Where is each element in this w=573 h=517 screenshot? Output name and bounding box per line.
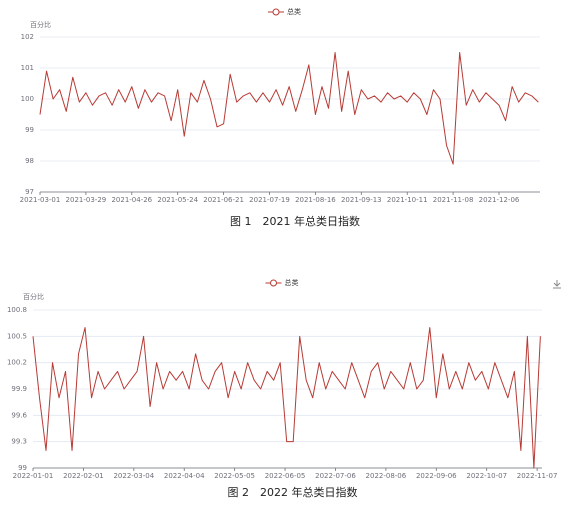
- series-line: [32, 327, 541, 469]
- y-tick-label: 100.5: [7, 332, 27, 340]
- x-tick-label: 2021-06-21: [203, 196, 244, 204]
- legend-marker: [270, 279, 277, 287]
- x-tick-label: 2021-10-11: [387, 196, 428, 204]
- y-tick-label: 99.9: [11, 385, 27, 393]
- y-axis-name: 百分比: [30, 20, 51, 29]
- x-tick-label: 2021-08-16: [295, 196, 336, 204]
- y-tick-label: 102: [21, 33, 34, 41]
- x-tick-label: 2022-11-07: [517, 472, 558, 480]
- x-tick-label: 2021-11-08: [433, 196, 474, 204]
- x-tick-label: 2021-07-19: [249, 196, 290, 204]
- x-tick-label: 2022-07-06: [315, 472, 356, 480]
- x-tick-label: 2022-03-04: [113, 472, 154, 480]
- caption: 图 2 2022 年总类日指数: [228, 485, 358, 499]
- x-tick-label: 2021-12-06: [479, 196, 520, 204]
- x-tick-label: 2021-03-01: [20, 196, 61, 204]
- download-glyph: [553, 280, 561, 289]
- y-tick-label: 101: [21, 64, 34, 72]
- y-tick-label: 99.6: [11, 411, 27, 419]
- y-tick-label: 99.3: [11, 438, 27, 446]
- y-axis-name: 百分比: [23, 292, 44, 301]
- x-tick-label: 2022-06-05: [265, 472, 306, 480]
- x-tick-label: 2022-05-05: [214, 472, 255, 480]
- x-tick-label: 2021-03-29: [66, 196, 107, 204]
- x-tick-label: 2022-09-06: [416, 472, 457, 480]
- x-tick-label: 2021-05-24: [157, 196, 198, 204]
- y-tick-label: 100.8: [7, 306, 27, 314]
- y-tick-label: 99: [25, 126, 34, 134]
- x-tick-label: 2022-04-04: [164, 472, 205, 480]
- x-tick-label: 2022-10-07: [466, 472, 507, 480]
- y-tick-label: 99: [18, 464, 27, 472]
- download-icon[interactable]: [553, 280, 561, 289]
- x-tick-label: 2022-08-06: [366, 472, 407, 480]
- legend-marker: [272, 8, 280, 16]
- x-tick-label: 2022-01-01: [13, 472, 54, 480]
- caption: 图 1 2021 年总类日指数: [230, 214, 360, 228]
- x-tick-label: 2021-09-13: [341, 196, 382, 204]
- y-tick-label: 100.2: [7, 359, 27, 367]
- series-line: [39, 52, 539, 165]
- y-tick-label: 100: [21, 95, 34, 103]
- legend-label: 总类: [287, 7, 301, 16]
- y-tick-label: 98: [25, 157, 34, 165]
- legend-label: 总类: [285, 278, 299, 287]
- x-tick-label: 2022-02-01: [63, 472, 104, 480]
- x-tick-label: 2021-04-26: [111, 196, 152, 204]
- y-tick-label: 97: [25, 188, 34, 196]
